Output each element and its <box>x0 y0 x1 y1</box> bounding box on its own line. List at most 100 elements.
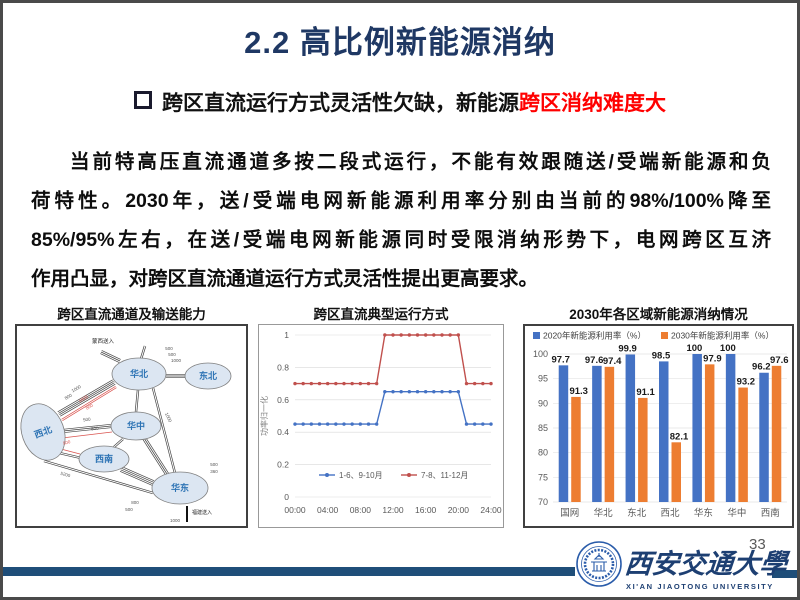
region-node: 华中 <box>110 411 162 441</box>
bar-value-2020: 96.2 <box>752 362 771 373</box>
series-marker <box>374 381 379 386</box>
legend-label: 7-8、11-12月 <box>421 471 468 480</box>
bar-value-2030: 97.6 <box>770 355 789 366</box>
network-diagram-box: 华北 东北 西北 华中 西南 华东 蒙西送入 500 500 1000 800 1000 ±800 800… <box>15 324 248 528</box>
bar-2030 <box>604 366 615 502</box>
capacity-label: 800 <box>91 425 100 431</box>
series-marker <box>399 333 403 337</box>
series-marker <box>440 333 444 337</box>
category-label: 东北 <box>627 507 647 519</box>
series-marker <box>325 422 330 426</box>
category-label: 华东 <box>694 507 713 519</box>
series-marker <box>383 390 387 394</box>
region-node: 华北 <box>111 357 167 391</box>
series-marker <box>423 390 428 394</box>
category-label: 西南 <box>761 507 780 519</box>
dc-link-line <box>120 469 153 485</box>
bar-2030 <box>638 397 648 502</box>
y-tick-label: 75 <box>538 472 548 482</box>
bar-value-2030: 91.1 <box>636 387 655 398</box>
capacity-label: 500 <box>210 462 218 467</box>
legend-label: 2020年新能源利用率（%） <box>543 331 646 341</box>
dc-link-line <box>141 346 147 360</box>
footer-accent-bar-right <box>772 570 797 578</box>
bullet-square-icon <box>134 91 152 109</box>
y-tick-label: 0.4 <box>277 427 289 437</box>
dc-link-line <box>43 461 153 495</box>
bar-value-2020: 100 <box>686 343 702 354</box>
region-label: 华北 <box>130 368 148 379</box>
series-marker <box>358 381 363 386</box>
capacity-label: 1000 <box>164 412 173 424</box>
series-marker <box>342 381 346 386</box>
capacity-label: 500 <box>125 507 133 512</box>
series-marker <box>309 381 314 386</box>
series-marker <box>440 390 444 394</box>
series-marker <box>317 381 322 386</box>
x-tick-label: 04:00 <box>317 505 339 515</box>
dc-link-line <box>44 459 154 493</box>
dc-link-line <box>62 423 111 430</box>
y-tick-label: 70 <box>538 497 548 507</box>
legend-marker <box>407 473 411 477</box>
capacity-label: 500 <box>168 352 176 357</box>
panel-title-dc-operation: 跨区直流典型运行方式 <box>313 307 449 322</box>
series-line <box>295 390 491 425</box>
region-ellipse <box>20 403 66 461</box>
dc-link-line <box>119 471 153 486</box>
dc-link-line <box>61 431 113 439</box>
series-marker <box>407 390 412 394</box>
y-tick-label: 90 <box>538 398 548 408</box>
capacity-label: 800 <box>85 402 94 410</box>
series-marker <box>391 390 395 394</box>
bar-chart-box: 70 75 80 85 90 95 100 2020年新能源利用率（%） 2030年新能源利用率… <box>523 324 794 528</box>
series-marker <box>350 422 354 426</box>
series-marker <box>472 422 477 426</box>
series-marker <box>350 381 354 386</box>
x-tick-label: 12:00 <box>382 505 404 515</box>
dc-link-line <box>61 385 116 420</box>
panel-title-dc-channels: 跨区直流通道及输送能力 <box>57 307 206 322</box>
dc-link-line <box>100 353 120 363</box>
dc-link-line <box>101 350 121 360</box>
dc-link-line <box>57 379 113 413</box>
series-marker <box>464 422 469 426</box>
series-marker <box>366 381 371 386</box>
series-marker <box>456 390 461 394</box>
series-marker <box>309 422 314 426</box>
dc-link-line <box>58 380 114 414</box>
series-marker <box>432 333 436 337</box>
y-tick-label: 1 <box>284 330 289 340</box>
bar-2020 <box>558 365 569 502</box>
dc-link-line <box>63 427 112 434</box>
capacity-label: 800 <box>64 392 73 400</box>
dc-link-line <box>62 425 112 432</box>
dc-link-line <box>59 382 115 416</box>
series-marker <box>448 390 452 394</box>
capacity-label: 5200 <box>60 471 71 479</box>
dc-link-line <box>114 439 124 448</box>
panel-2030-consumption: 2030年各区域新能源消纳情况 70 75 80 85 90 95 100 2020年新能源利… <box>523 303 794 528</box>
series-marker <box>415 333 420 337</box>
dc-link-line <box>100 351 121 362</box>
series-marker <box>481 381 485 386</box>
bar-2020 <box>592 365 602 502</box>
region-ellipse <box>111 357 167 391</box>
series-marker <box>415 390 420 394</box>
bar-2020 <box>659 361 669 502</box>
bar-2020 <box>725 354 736 502</box>
bar-2030 <box>738 387 748 502</box>
series-line <box>295 334 491 385</box>
category-label: 华北 <box>594 507 614 519</box>
series-marker <box>489 381 493 386</box>
x-tick-label: 08:00 <box>350 505 372 515</box>
paragraph-line: 荷特性。2030年，送/受端电网新能源利用率分别由当前的98%/100%降至 <box>31 190 771 212</box>
dc-link-line <box>113 438 123 447</box>
capacity-label: 福建送入 <box>192 509 212 516</box>
dc-link-line <box>145 436 169 474</box>
paragraph-line: 作用凸显，对跨区直流通道运行方式灵活性提出更高要求。 <box>31 268 539 290</box>
page-title: 2.2 高比例新能源消纳 <box>244 25 556 60</box>
x-tick-label: 00:00 <box>284 505 306 515</box>
